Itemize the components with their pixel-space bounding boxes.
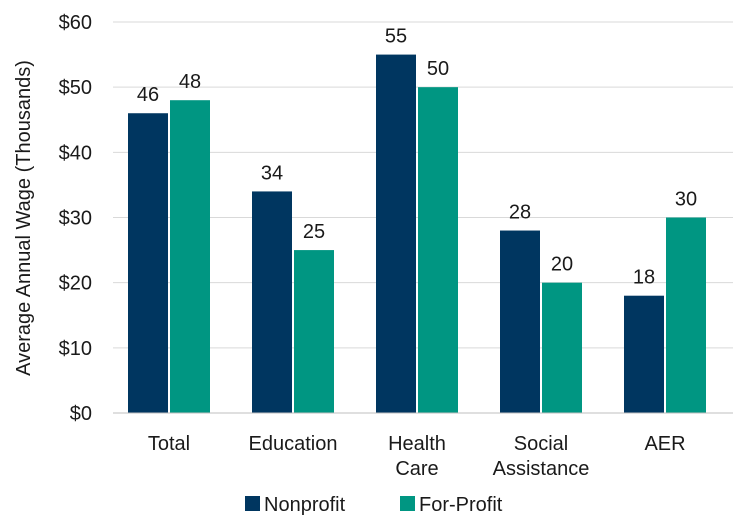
y-axis-ticks: $0 $10 $20 $30 $40 $50 $60: [59, 12, 92, 425]
x-tick-label: Social Assistance: [493, 433, 590, 480]
x-tick-label: AER: [644, 433, 685, 455]
legend-swatch: [400, 496, 415, 511]
legend-label: For-Profit: [419, 494, 503, 516]
data-labels: 46 48 34 25 55 50 28 20 18 30: [137, 26, 697, 289]
y-tick-label: $50: [59, 77, 92, 99]
x-axis-ticks: Total Education Health Care Social Assistance…: [148, 433, 686, 480]
data-label: 55: [385, 26, 407, 48]
y-tick-label: $0: [70, 403, 92, 425]
legend: Nonprofit For-Profit: [245, 494, 503, 516]
data-label: 50: [427, 58, 449, 80]
bar-nonprofit: [128, 113, 168, 413]
legend-swatch: [245, 496, 260, 511]
bar-for-profit: [294, 250, 334, 413]
y-tick-label: $40: [59, 142, 92, 164]
data-label: 48: [179, 71, 201, 93]
data-label: 34: [261, 162, 283, 184]
x-tick-label: Total: [148, 433, 190, 455]
y-axis-title: Average Annual Wage (Thousands): [13, 60, 35, 376]
x-tick-label: Education: [249, 433, 338, 455]
data-label: 46: [137, 84, 159, 106]
data-label: 30: [675, 189, 697, 211]
y-tick-label: $10: [59, 338, 92, 360]
y-tick-label: $60: [59, 12, 92, 34]
bar-for-profit: [542, 282, 582, 413]
bar-for-profit: [170, 100, 210, 413]
bar-for-profit: [666, 217, 706, 413]
data-label: 20: [551, 254, 573, 276]
bar-for-profit: [418, 87, 458, 414]
data-label: 28: [509, 202, 531, 224]
bar-nonprofit: [500, 230, 540, 413]
bar-nonprofit: [376, 54, 416, 413]
y-tick-label: $30: [59, 208, 92, 230]
bar-nonprofit: [624, 295, 664, 413]
bar-nonprofit: [252, 191, 292, 413]
data-label: 18: [633, 267, 655, 289]
bars: [128, 54, 706, 414]
x-tick-label: Health Care: [388, 433, 446, 480]
legend-label: Nonprofit: [264, 494, 346, 516]
y-tick-label: $20: [59, 273, 92, 295]
data-label: 25: [303, 221, 325, 243]
